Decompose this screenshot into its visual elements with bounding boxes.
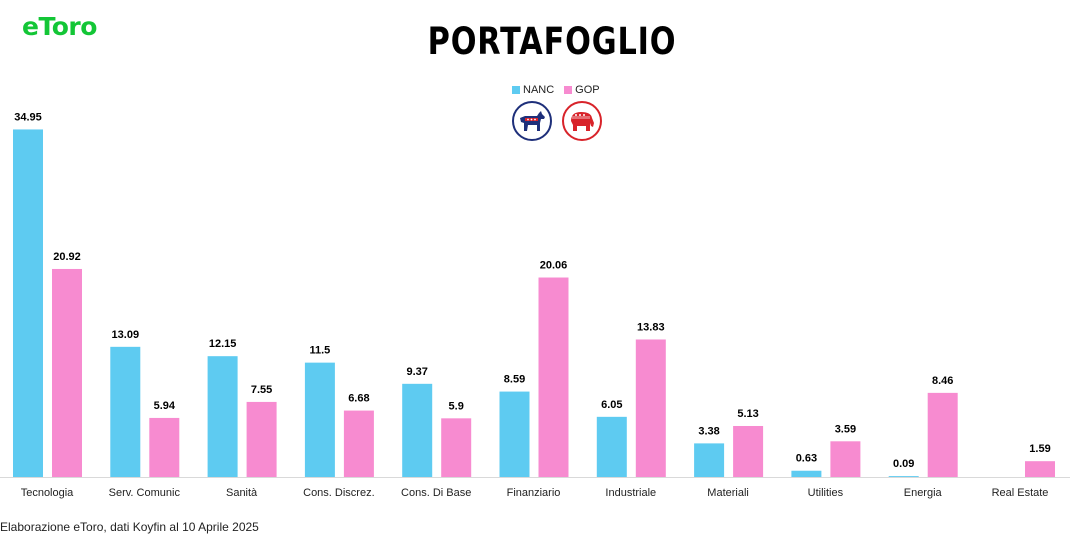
category-label-cons-discrez: Cons. Discrez. [303, 487, 375, 499]
bar-nanc-materiali [694, 443, 725, 477]
category-label-finanziario: Finanziario [507, 487, 561, 499]
category-label-industriale: Industriale [605, 487, 656, 499]
bar-nanc-cons-discrez [304, 362, 335, 477]
data-label-nanc-sanit: 12.15 [209, 338, 237, 350]
bar-gop-utilities [830, 441, 861, 477]
data-label-gop-finanziario: 20.06 [540, 260, 568, 272]
data-label-gop-cons-di-base: 5.9 [449, 400, 464, 412]
bar-nanc-serv-comunic [110, 346, 141, 477]
category-label-energia: Energia [904, 487, 943, 499]
bar-gop-materiali [733, 425, 764, 477]
category-label-real-estate: Real Estate [992, 487, 1049, 499]
data-label-nanc-cons-di-base: 9.37 [406, 366, 427, 378]
chart-title: PORTAFOGLIO [427, 20, 677, 63]
legend-swatch-nanc [512, 86, 520, 94]
data-label-nanc-industriale: 6.05 [601, 399, 622, 411]
data-label-gop-utilities: 3.59 [835, 423, 856, 435]
bar-nanc-energia [888, 476, 919, 477]
data-label-nanc-tecnologia: 34.95 [14, 111, 42, 123]
category-label-cons-di-base: Cons. Di Base [401, 487, 471, 499]
category-label-tecnologia: Tecnologia [21, 487, 74, 499]
republican-elephant-icon [562, 101, 602, 141]
data-label-nanc-serv-comunic: 13.09 [112, 329, 140, 341]
data-label-nanc-energia: 0.09 [893, 458, 914, 470]
bar-nanc-finanziario [499, 391, 530, 477]
bar-gop-sanit [246, 401, 277, 477]
bar-gop-energia [927, 392, 958, 477]
data-label-nanc-cons-discrez: 11.5 [309, 345, 330, 357]
bar-nanc-industriale [596, 416, 627, 477]
category-label-serv-comunic: Serv. Comunic [109, 487, 181, 499]
source-note: Elaborazione eToro, dati Koyfin al 10 Ap… [0, 520, 259, 534]
data-label-gop-energia: 8.46 [932, 375, 953, 387]
legend-item-gop: GOP [564, 84, 600, 96]
bar-gop-finanziario [538, 277, 569, 477]
bar-gop-industriale [635, 339, 666, 477]
data-label-gop-sanit: 7.55 [251, 384, 272, 396]
bar-gop-cons-di-base [441, 418, 472, 477]
bar-gop-tecnologia [52, 268, 82, 477]
bar-nanc-tecnologia [13, 129, 43, 477]
legend-swatch-gop [564, 86, 573, 94]
data-label-nanc-utilities: 0.63 [796, 453, 817, 465]
legend-item-nanc: NANC [512, 84, 554, 96]
bar-nanc-sanit [207, 356, 238, 477]
data-label-gop-serv-comunic: 5.94 [154, 400, 176, 412]
bar-gop-cons-discrez [343, 410, 374, 477]
data-label-gop-industriale: 13.83 [637, 321, 665, 333]
data-label-gop-real-estate: 1.59 [1029, 443, 1050, 455]
category-label-sanit: Sanità [226, 487, 258, 499]
legend-label-nanc: NANC [523, 84, 555, 96]
legend: NANC GOP [512, 84, 600, 96]
data-label-gop-tecnologia: 20.92 [53, 251, 81, 263]
etoro-logo: eToro [22, 12, 97, 41]
category-label-utilities: Utilities [808, 487, 844, 499]
bar-nanc-utilities [791, 470, 822, 477]
data-label-nanc-finanziario: 8.59 [504, 374, 525, 386]
democratic-donkey-icon [512, 101, 552, 141]
bar-gop-serv-comunic [149, 417, 180, 477]
bar-nanc-cons-di-base [402, 383, 433, 477]
category-label-materiali: Materiali [707, 487, 749, 499]
data-label-nanc-materiali: 3.38 [698, 425, 719, 437]
bar-gop-real-estate [1025, 461, 1055, 477]
data-label-gop-materiali: 5.13 [737, 408, 758, 420]
data-label-gop-cons-discrez: 6.68 [348, 393, 369, 405]
legend-label-gop: GOP [575, 84, 600, 96]
